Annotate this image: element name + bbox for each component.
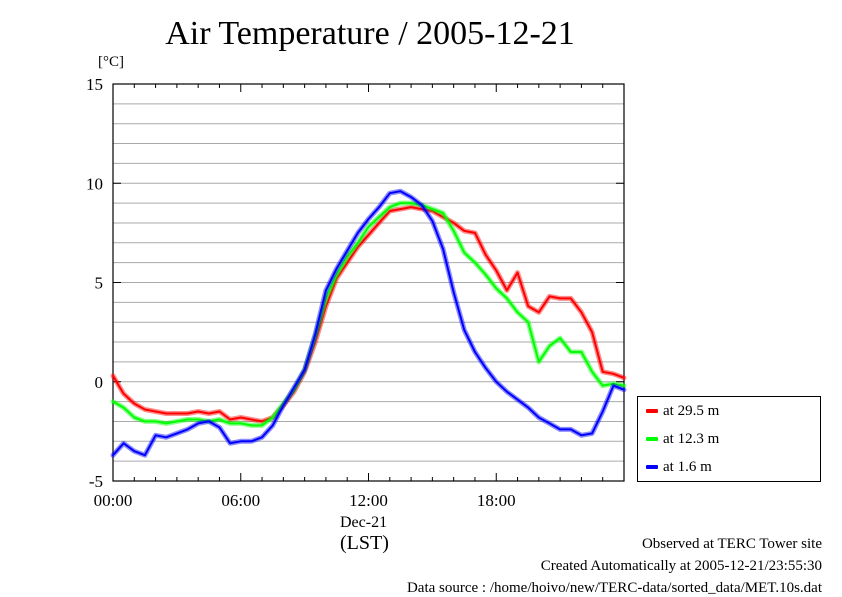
series-halo-0 xyxy=(110,204,627,424)
x-tick-label: 00:00 xyxy=(94,491,133,510)
x-tick-label: 18:00 xyxy=(477,491,516,510)
legend: at 29.5 m at 12.3 m at 1.6 m xyxy=(637,396,821,482)
x-tick-label: 12:00 xyxy=(349,491,388,510)
series-line-1 xyxy=(112,202,625,427)
y-tick-label: 15 xyxy=(86,75,103,94)
y-axis-unit-label: [°C] xyxy=(98,54,124,70)
legend-label: at 12.3 m xyxy=(663,431,720,447)
y-tick-label: -5 xyxy=(89,472,103,491)
y-tick-label: 5 xyxy=(95,274,104,293)
footer-created: Created Automatically at 2005-12-21/23:5… xyxy=(540,558,822,574)
legend-swatch-green xyxy=(646,437,658,441)
x-tick-label: 06:00 xyxy=(221,491,260,510)
legend-label: at 29.5 m xyxy=(663,403,720,419)
y-tick-label: 10 xyxy=(86,174,103,193)
legend-swatch-red xyxy=(646,409,658,413)
series-line-2 xyxy=(112,190,625,457)
legend-item-1-6m: at 1.6 m xyxy=(646,457,712,477)
footer-site: Observed at TERC Tower site xyxy=(641,536,822,552)
legend-swatch-blue xyxy=(646,465,658,469)
legend-item-12-3m: at 12.3 m xyxy=(646,429,719,449)
chart-title: Air Temperature / 2005-12-21 xyxy=(165,15,575,52)
legend-label: at 1.6 m xyxy=(663,459,712,475)
y-tick-label: 0 xyxy=(95,373,104,392)
footer-data-source: Data source : /home/hoivo/new/TERC-data/… xyxy=(406,580,822,596)
legend-item-29-5m: at 29.5 m xyxy=(646,401,719,421)
x-axis-timezone-label: (LST) xyxy=(340,532,389,554)
series-line-0 xyxy=(112,206,625,423)
x-axis-date-label: Dec-21 xyxy=(340,514,388,531)
